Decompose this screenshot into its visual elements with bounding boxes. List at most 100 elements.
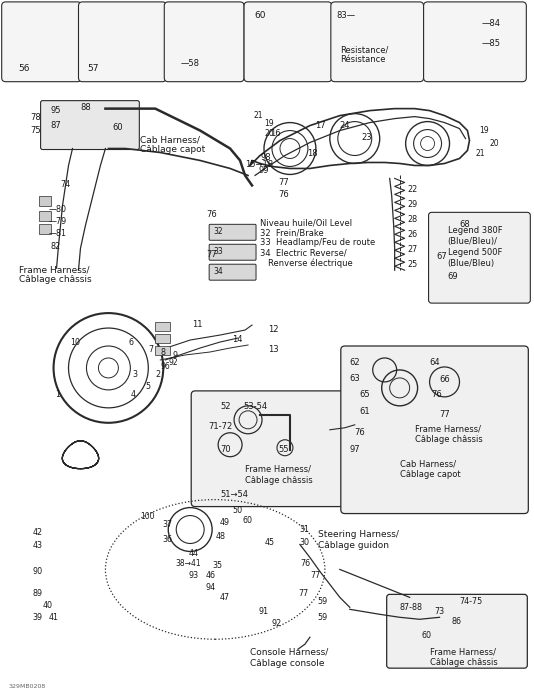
Text: 88: 88 — [81, 103, 91, 112]
Text: 14: 14 — [232, 335, 242, 344]
Text: 16: 16 — [270, 129, 281, 138]
Bar — [38, 196, 51, 207]
FancyBboxPatch shape — [209, 225, 256, 240]
Text: —81: —81 — [49, 229, 67, 238]
Text: 33: 33 — [213, 247, 223, 256]
Text: 73: 73 — [435, 607, 445, 616]
Text: 60: 60 — [242, 516, 252, 525]
Text: 32  Frein/Brake: 32 Frein/Brake — [260, 228, 324, 237]
Text: 64: 64 — [429, 358, 440, 367]
Text: 49: 49 — [220, 518, 230, 527]
Text: 60: 60 — [112, 123, 123, 132]
Text: 77: 77 — [439, 410, 450, 419]
Text: Câblage châssis: Câblage châssis — [19, 275, 91, 284]
Text: 38→41: 38→41 — [175, 559, 201, 568]
Text: 82: 82 — [51, 243, 61, 252]
Text: 97: 97 — [350, 445, 360, 454]
Text: 65: 65 — [360, 390, 371, 399]
Text: 44: 44 — [188, 550, 198, 559]
Text: 77: 77 — [298, 589, 308, 598]
Text: 71-72: 71-72 — [208, 422, 232, 431]
Text: 10: 10 — [70, 338, 81, 347]
Text: 66: 66 — [439, 375, 450, 384]
Text: Cab Harness/: Cab Harness/ — [399, 459, 456, 468]
FancyBboxPatch shape — [191, 391, 359, 507]
Text: 68: 68 — [459, 220, 470, 229]
Text: 74: 74 — [60, 180, 70, 189]
Text: 7: 7 — [148, 345, 153, 354]
Text: —79: —79 — [49, 218, 67, 227]
Text: 43: 43 — [33, 541, 43, 550]
Text: Steering Harness/: Steering Harness/ — [318, 529, 399, 538]
Text: 34: 34 — [213, 267, 223, 277]
Text: 61: 61 — [360, 407, 371, 416]
Text: —84: —84 — [482, 19, 500, 28]
Text: 76: 76 — [431, 390, 442, 399]
FancyBboxPatch shape — [209, 264, 256, 280]
Text: 86: 86 — [452, 617, 461, 626]
Text: Câblage châssis: Câblage châssis — [429, 658, 497, 667]
Text: Legend 500F: Legend 500F — [447, 248, 502, 257]
Text: 34  Electric Reverse/: 34 Electric Reverse/ — [260, 248, 347, 257]
Text: 36: 36 — [162, 534, 172, 543]
Text: 92: 92 — [168, 358, 178, 367]
Text: Câblage châssis: Câblage châssis — [414, 435, 482, 444]
Text: 56: 56 — [19, 64, 30, 73]
Text: 9: 9 — [172, 351, 177, 360]
Text: Niveau huile/Oil Level: Niveau huile/Oil Level — [260, 218, 352, 227]
Text: 95: 95 — [51, 105, 61, 114]
Text: 83—: 83— — [337, 11, 356, 20]
Text: Resistance/: Resistance/ — [340, 46, 388, 55]
Text: 35: 35 — [212, 561, 222, 570]
Text: 69: 69 — [447, 272, 458, 281]
Text: 57: 57 — [88, 64, 99, 73]
Text: 48: 48 — [215, 532, 225, 541]
Text: 63: 63 — [350, 374, 360, 383]
Text: 99: 99 — [258, 166, 269, 175]
Text: 31: 31 — [300, 525, 310, 534]
Text: Frame Harness/: Frame Harness/ — [414, 425, 481, 434]
Text: 27: 27 — [407, 245, 418, 254]
Text: Câblage guidon: Câblage guidon — [318, 541, 389, 550]
Text: 15→18: 15→18 — [245, 161, 273, 170]
Text: 47: 47 — [220, 593, 230, 602]
Text: 45: 45 — [265, 538, 275, 547]
Text: 76: 76 — [355, 428, 365, 437]
Text: 96: 96 — [160, 362, 170, 371]
Text: 39: 39 — [33, 613, 43, 622]
Text: 55: 55 — [278, 445, 288, 454]
Text: 77: 77 — [310, 572, 320, 581]
Text: —80: —80 — [49, 205, 67, 214]
FancyBboxPatch shape — [164, 2, 244, 82]
Bar — [155, 334, 170, 343]
Text: 24: 24 — [340, 121, 350, 130]
Text: 22: 22 — [407, 186, 418, 195]
Text: 30: 30 — [300, 538, 310, 547]
Text: (Blue/Bleu)/: (Blue/Bleu)/ — [447, 237, 498, 246]
Text: Frame Harness/: Frame Harness/ — [245, 465, 311, 474]
Text: Frame Harness/: Frame Harness/ — [429, 647, 496, 656]
Text: 3: 3 — [132, 370, 137, 379]
Text: 76: 76 — [278, 191, 289, 200]
FancyBboxPatch shape — [387, 595, 527, 668]
Text: 75: 75 — [30, 125, 41, 134]
Text: 26: 26 — [407, 230, 418, 239]
Text: 329MB0208: 329MB0208 — [9, 684, 46, 689]
Text: Frame Harness/: Frame Harness/ — [19, 265, 89, 274]
Text: 42: 42 — [33, 527, 43, 536]
FancyBboxPatch shape — [78, 2, 166, 82]
Text: 11: 11 — [192, 320, 203, 329]
Text: 17: 17 — [315, 121, 326, 130]
Text: Console Harness/: Console Harness/ — [250, 647, 328, 656]
Text: 52: 52 — [220, 402, 231, 411]
Text: 98: 98 — [260, 152, 271, 161]
Text: 53-54: 53-54 — [243, 402, 267, 411]
Bar — [38, 211, 51, 221]
Text: 33  Headlamp/Feu de route: 33 Headlamp/Feu de route — [260, 238, 375, 247]
Text: (Blue/Bleu): (Blue/Bleu) — [447, 259, 494, 268]
Text: 21: 21 — [253, 111, 263, 120]
Text: 13: 13 — [268, 345, 279, 354]
Text: 78: 78 — [30, 112, 41, 121]
Bar — [155, 346, 170, 355]
Text: 77: 77 — [278, 178, 289, 187]
